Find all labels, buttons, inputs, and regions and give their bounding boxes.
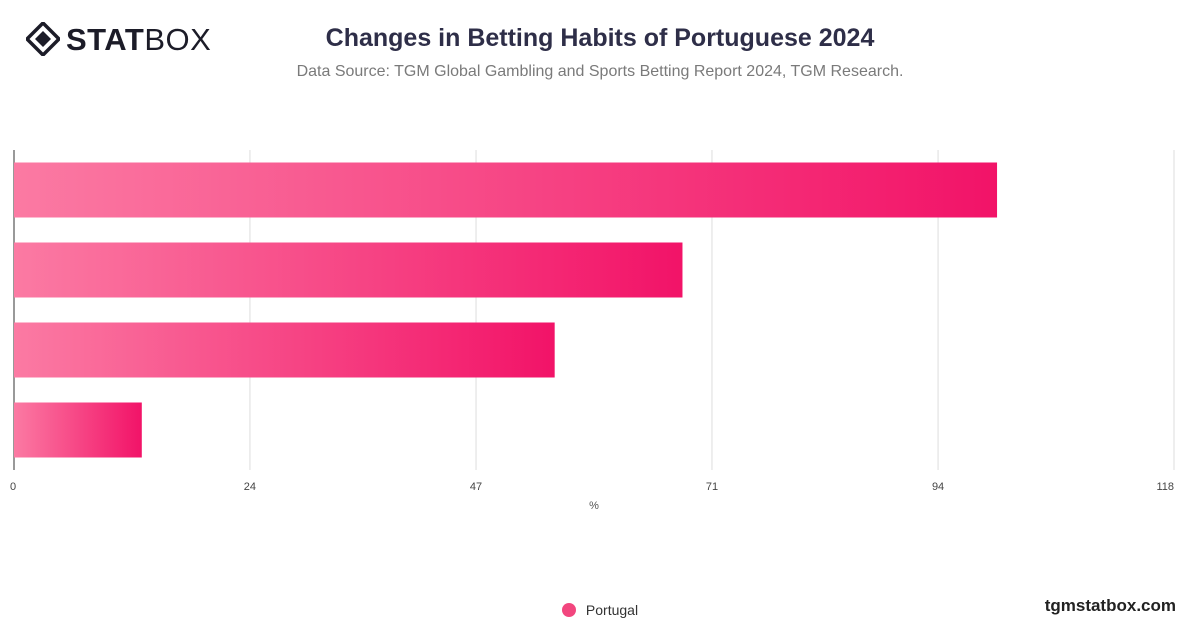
x-tick-label: 71 [706, 481, 718, 493]
watermark: tgmstatbox.com [1044, 596, 1176, 615]
logo-text-thin: BOX [144, 21, 212, 57]
bar[interactable] [14, 402, 142, 458]
x-axis-label: % [589, 500, 599, 512]
x-tick-label: 0 [10, 481, 16, 493]
bar[interactable] [14, 242, 683, 298]
x-tick-label: 24 [244, 481, 256, 493]
bars [14, 162, 998, 458]
statbox-logo: STATBOX [26, 22, 211, 56]
x-tick-label: 47 [470, 481, 482, 493]
bar-chart: 0 24 47 71 94 118 % [10, 150, 1175, 512]
logo-text-bold: STAT [66, 21, 145, 57]
chart-title: Changes in Betting Habits of Portuguese … [325, 24, 875, 52]
chart-legend: Portugal [0, 602, 1200, 618]
bar[interactable] [14, 322, 555, 378]
x-tick-label: 118 [1156, 481, 1174, 493]
bar[interactable] [14, 162, 998, 218]
legend-marker [561, 603, 576, 617]
x-tick-labels: 0 24 47 71 94 118 [10, 481, 1174, 493]
statbox-diamond-icon [26, 22, 60, 56]
x-tick-label: 94 [932, 481, 944, 493]
legend-label: Portugal [585, 602, 639, 618]
chart-subtitle: Data Source: TGM Global Gambling and Spo… [296, 63, 904, 80]
